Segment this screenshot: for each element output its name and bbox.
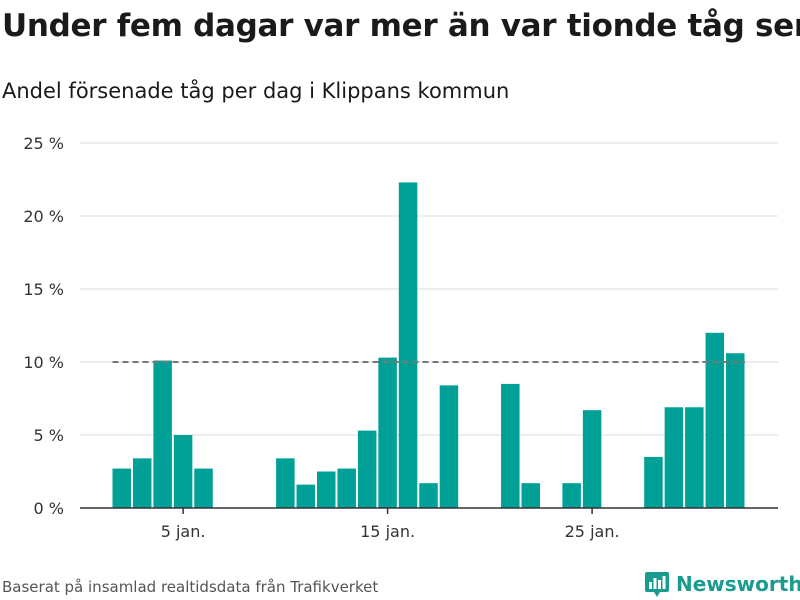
bar — [439, 385, 459, 508]
source-note: Baserat på insamlad realtidsdata från Tr… — [2, 578, 379, 596]
bar — [194, 468, 213, 508]
bar — [521, 483, 540, 508]
chart-subtitle: Andel försenade tåg per dag i Klippans k… — [2, 79, 510, 103]
y-tick-label: 20 % — [23, 207, 64, 226]
x-tick-label: 25 jan. — [565, 522, 620, 541]
newsworthy-logo: Newsworthy — [644, 570, 800, 598]
x-tick-label: 5 jan. — [161, 522, 206, 541]
bar — [317, 471, 336, 508]
bar — [562, 483, 581, 508]
y-tick-label: 25 % — [23, 134, 64, 153]
y-tick-label: 0 % — [34, 499, 64, 518]
bar — [173, 435, 193, 508]
bar-chart-logo-icon — [645, 572, 669, 597]
bar — [276, 458, 295, 508]
y-tick-label: 5 % — [34, 426, 64, 445]
bar — [378, 357, 397, 508]
x-axis-ticks: 5 jan. 15 jan. 25 jan. — [161, 508, 620, 541]
bar — [296, 484, 316, 508]
bar — [501, 383, 520, 508]
y-tick-label: 10 % — [23, 353, 64, 372]
bar — [337, 468, 356, 508]
bar — [357, 430, 377, 508]
bar — [132, 458, 152, 508]
bar — [153, 360, 172, 508]
x-tick-label: 15 jan. — [360, 522, 415, 541]
bar — [419, 483, 438, 508]
brand-name: Newsworthy — [676, 572, 800, 596]
bar — [582, 410, 602, 508]
grid-lines — [80, 142, 778, 436]
bar — [112, 468, 131, 508]
bar — [644, 456, 663, 508]
bar — [726, 353, 745, 508]
bar — [685, 407, 704, 508]
bar-series — [112, 182, 745, 509]
bar — [664, 407, 684, 508]
y-tick-label: 15 % — [23, 280, 64, 299]
y-axis-ticks: 0 % 5 % 10 % 15 % 20 % 25 % — [23, 134, 64, 518]
chart-title: Under fem dagar var mer än var tionde tå… — [2, 8, 800, 44]
bar — [398, 182, 418, 509]
bar — [705, 332, 725, 508]
